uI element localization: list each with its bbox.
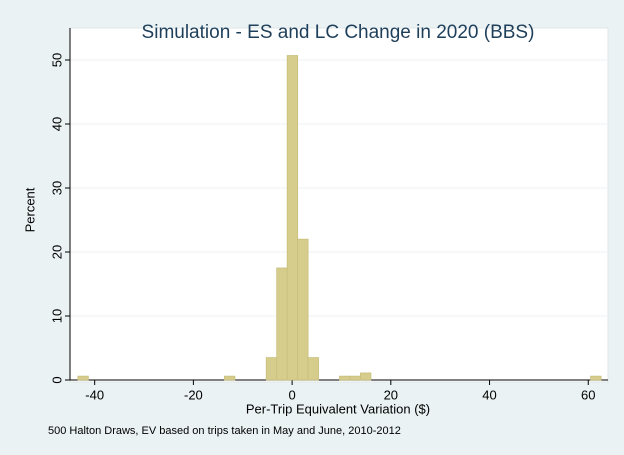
bar <box>339 375 351 381</box>
bar <box>265 357 278 381</box>
note: 500 Halton Draws, EV based on trips take… <box>48 425 401 437</box>
x-tick-label: -20 <box>184 387 203 402</box>
x-tick-label: 0 <box>288 387 295 402</box>
chart-title: Simulation - ES and LC Change in 2020 (B… <box>142 22 535 43</box>
bar <box>286 55 299 381</box>
y-tick-label: 10 <box>49 309 64 323</box>
bar <box>297 238 309 381</box>
y-axis-label: Percent <box>22 187 37 232</box>
bar <box>349 375 361 381</box>
x-axis-label: Per-Trip Equivalent Variation ($) <box>246 401 430 416</box>
x-tick-label: 60 <box>581 387 595 402</box>
y-tick-label: 20 <box>49 245 64 259</box>
bar <box>276 267 288 381</box>
y-tick-label: 50 <box>49 53 64 67</box>
y-tick-label: 40 <box>49 117 64 131</box>
x-tick-label: -40 <box>85 387 104 402</box>
bar <box>307 357 319 381</box>
y-tick-label: 0 <box>49 376 64 383</box>
x-tick-label: 20 <box>384 387 398 402</box>
y-tick-label: 30 <box>49 181 64 195</box>
bar <box>223 375 236 381</box>
plot-area <box>69 27 609 383</box>
bar <box>360 372 372 381</box>
bar <box>590 375 602 381</box>
bar <box>77 375 89 381</box>
x-tick-label: 40 <box>482 387 496 402</box>
